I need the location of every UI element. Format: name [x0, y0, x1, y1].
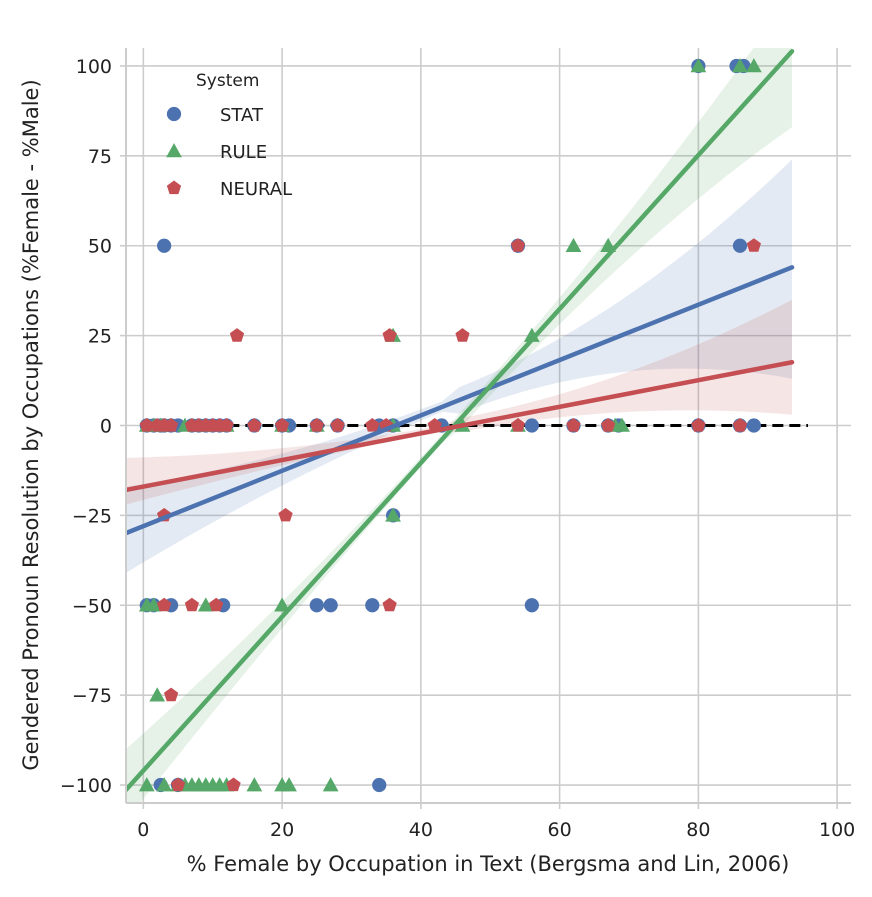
neural-point	[330, 418, 345, 432]
neural-point	[219, 418, 234, 432]
neural-point	[170, 777, 186, 792]
neural-point	[157, 597, 172, 612]
stat-point	[323, 598, 338, 613]
neural-point	[229, 328, 245, 342]
stat-point	[524, 418, 539, 433]
neural-point	[278, 507, 293, 522]
x-tick-label: 20	[270, 819, 294, 841]
rule-point	[145, 597, 162, 612]
neural-point	[226, 777, 241, 792]
neural-point	[382, 328, 397, 342]
y-tick-label: 25	[88, 326, 112, 348]
neural-point	[164, 687, 179, 702]
rule-point	[690, 58, 707, 73]
axes	[120, 48, 851, 809]
rule-point	[614, 417, 630, 432]
legend-label-rule: RULE	[220, 142, 267, 163]
stat-legend-marker	[166, 106, 182, 122]
neural-point	[275, 418, 290, 432]
stat-point	[524, 598, 539, 613]
rule-point	[274, 597, 290, 612]
x-axis-label: % Female by Occupation in Text (Bergsma …	[187, 852, 790, 876]
y-axis-label: Gendered Pronoun Resolution by Occupatio…	[19, 79, 43, 770]
x-tick-label: 60	[548, 819, 572, 841]
neural-point	[164, 418, 179, 432]
neural-point	[566, 418, 581, 432]
y-tick-label: −100	[60, 775, 112, 797]
regression-lines	[126, 49, 795, 793]
stat-point	[746, 418, 761, 433]
y-tick-label: −50	[72, 595, 112, 617]
neural-confidence-band	[126, 299, 792, 505]
neural-point	[247, 418, 262, 432]
x-tick-label: 100	[819, 819, 855, 841]
y-tick-label: −25	[72, 505, 112, 527]
rule-point	[197, 597, 214, 612]
neural-point	[209, 597, 224, 612]
neural-regression-line	[126, 359, 795, 493]
rule-point	[246, 777, 263, 792]
neural-point	[732, 418, 748, 432]
stat-point	[309, 598, 324, 613]
data-points	[138, 58, 762, 793]
neural-point	[746, 238, 761, 252]
rule-point	[322, 777, 339, 792]
y-tick-label: −75	[72, 685, 112, 707]
rule-point	[745, 58, 762, 73]
y-tick-label: 75	[88, 146, 112, 168]
stat-regression-line	[126, 265, 795, 536]
rule-legend-marker	[166, 143, 182, 158]
neural-point	[455, 328, 470, 342]
legend: System STAT RULE NEURAL	[166, 71, 292, 200]
neural-point	[365, 418, 380, 432]
stat-point	[365, 598, 380, 613]
rule-point	[565, 237, 582, 253]
neural-point	[691, 418, 706, 432]
legend-label-stat: STAT	[220, 105, 264, 126]
rule-point	[732, 58, 748, 73]
stat-confidence-band	[126, 159, 792, 573]
y-tick-label: 0	[100, 416, 112, 438]
neural-point	[184, 597, 199, 612]
x-tick-label: 40	[409, 819, 433, 841]
neural-point	[510, 418, 526, 432]
y-tick-label: 50	[88, 236, 112, 258]
neural-point	[510, 238, 526, 252]
stat-point	[157, 238, 172, 253]
rule-point	[156, 777, 173, 792]
tick-labels: 0 20 40 60 80 100 −100 −75 −50 −25 0 25 50 75 100	[60, 56, 855, 841]
rule-point	[149, 687, 166, 702]
rule-regression-line	[126, 49, 795, 793]
neural-point	[309, 418, 324, 432]
rule-point	[281, 777, 297, 792]
legend-label-neural: NEURAL	[220, 179, 292, 200]
neural-point	[139, 418, 154, 432]
rule-point	[385, 507, 401, 522]
stat-point	[372, 777, 387, 793]
y-tick-label: 100	[76, 56, 112, 78]
neural-legend-marker	[166, 180, 182, 195]
rule-point	[138, 777, 155, 792]
legend-title: System	[196, 71, 259, 91]
neural-point	[382, 597, 397, 612]
neural-point	[601, 418, 616, 432]
stat-point	[732, 238, 748, 253]
x-tick-label: 80	[686, 819, 710, 841]
x-tick-label: 0	[137, 819, 149, 841]
